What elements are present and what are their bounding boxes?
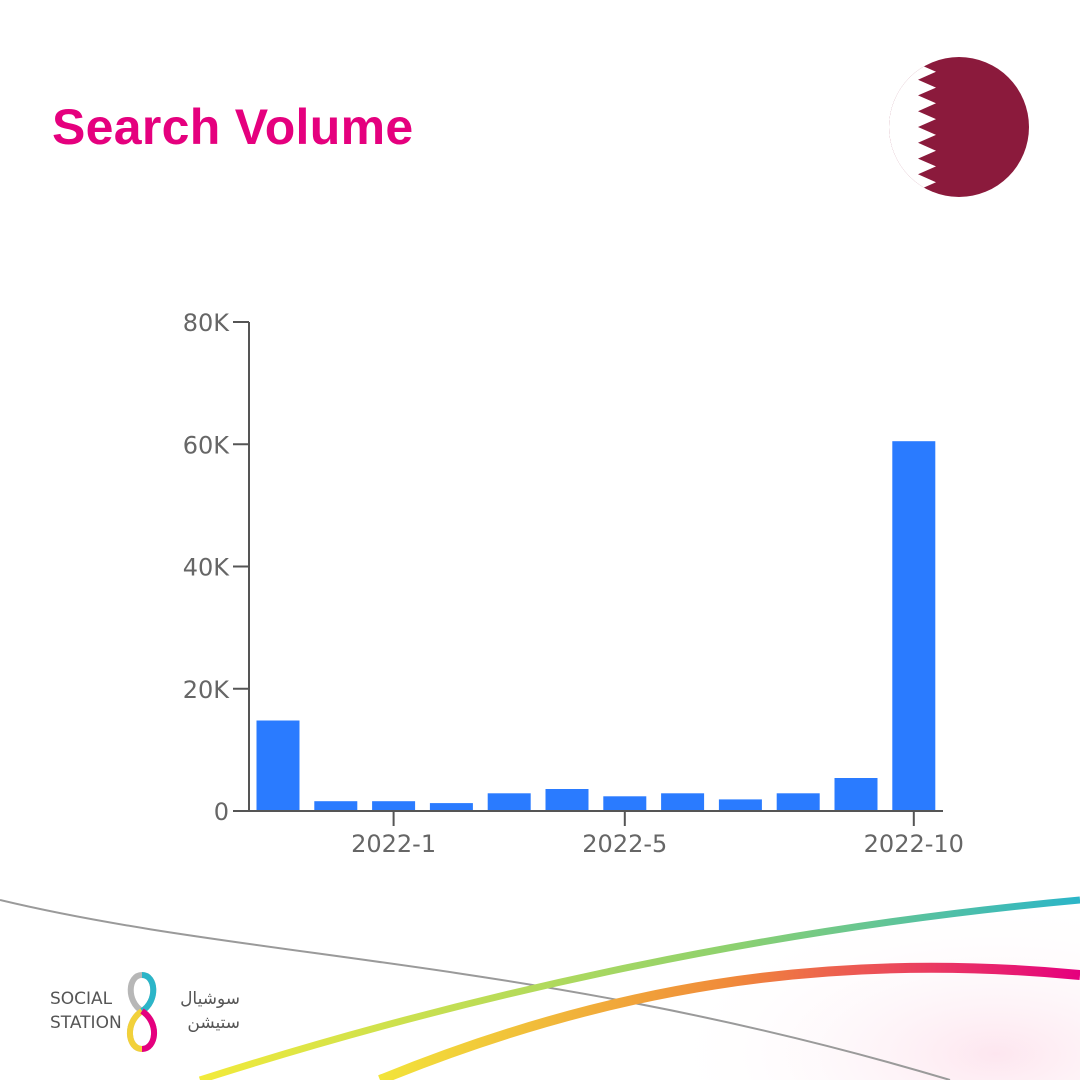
- social-station-logo: SOCIAL STATION سوشيال ستيشن: [50, 965, 250, 1055]
- bar-2021-12: [314, 801, 358, 811]
- brand-text-arabic: سوشيال ستيشن: [180, 989, 240, 1033]
- x-tick-label: 2022-1: [351, 830, 436, 858]
- x-tick-label: 2022-5: [582, 830, 667, 858]
- y-tick-label: 80K: [183, 309, 231, 337]
- brand-text-english: SOCIAL STATION: [50, 989, 122, 1033]
- bar-2022-2: [429, 803, 473, 811]
- bar-2021-11: [256, 720, 300, 811]
- bar-2022-4: [545, 789, 589, 811]
- bar-2022-1: [372, 801, 416, 811]
- page-title: Search Volume: [52, 99, 414, 155]
- bar-2022-7: [718, 799, 762, 811]
- y-tick-label: 20K: [183, 676, 231, 704]
- infinity-8-icon: [127, 971, 157, 1053]
- bar-2022-6: [661, 793, 705, 811]
- bar-2022-8: [776, 793, 820, 811]
- y-tick-label: 60K: [183, 431, 231, 459]
- y-tick-label: 40K: [183, 554, 231, 582]
- bar-2022-5: [603, 796, 647, 811]
- bar-2022-10: [892, 441, 936, 811]
- bar-2022-3: [487, 793, 531, 811]
- y-tick-label: 0: [214, 798, 229, 826]
- x-tick-label: 2022-10: [864, 830, 964, 858]
- qatar-flag-icon: [889, 57, 1029, 197]
- bar-2022-9: [834, 778, 878, 811]
